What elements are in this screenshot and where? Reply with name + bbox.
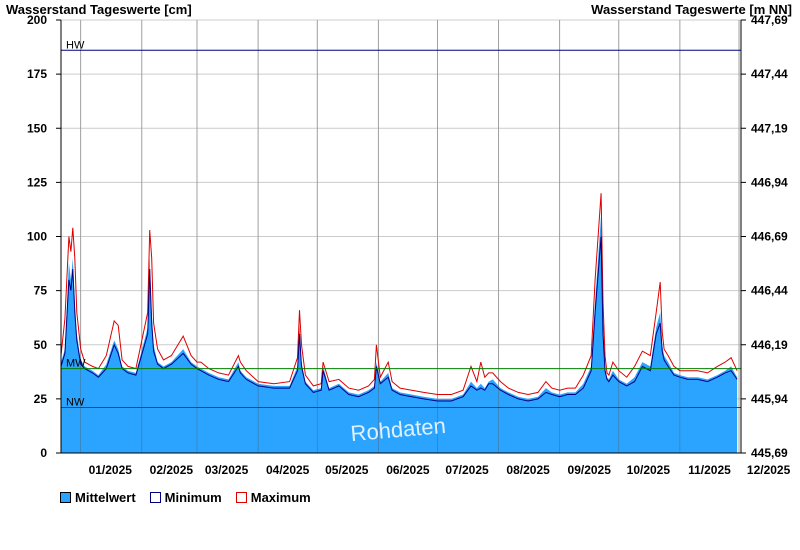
reference-label-nw: NW [66,397,85,409]
legend-item-min: Minimum [149,490,222,505]
y-tick-label-left: 25 [34,392,48,406]
y-tick-label-left: 100 [27,230,47,244]
y-tick-label-right: 446,44 [751,284,788,298]
series-mean-area [61,214,738,453]
legend-swatch-max [235,492,247,503]
x-tick-label: 07/2025 [445,463,489,477]
y-tick-label-left: 175 [27,67,47,81]
legend: Mittelwert Minimum Maximum [60,490,311,505]
series-min-line [60,236,738,402]
legend-swatch-mean [60,492,71,503]
right-axis-title: Wasserstand Tageswerte [m NN] [591,2,792,17]
x-tick-label: 12/2025 [747,463,791,477]
legend-item-mean: Mittelwert [60,490,136,505]
x-tick-label: 02/2025 [150,463,194,477]
x-tick-label: 08/2025 [506,463,550,477]
x-tick-label: 04/2025 [266,463,310,477]
y-tick-label-left: 75 [34,284,48,298]
legend-label-max: Maximum [250,490,311,505]
y-tick-label-left: 200 [27,13,47,27]
y-tick-label-right: 446,94 [751,175,788,189]
y-tick-label-left: 125 [27,175,47,189]
x-tick-label: 05/2025 [325,463,369,477]
y-tick-label-right: 447,19 [751,121,788,135]
y-tick-label-right: 446,69 [751,230,788,244]
y-tick-label-right: 446,19 [751,338,788,352]
y-tick-label-right: 447,44 [751,67,788,81]
reference-label-mw: MW [66,358,86,370]
y-tick-label-left: 150 [27,121,47,135]
y-tick-label-right: 445,69 [751,446,788,460]
x-tick-label: 03/2025 [205,463,249,477]
legend-swatch-min [149,492,161,503]
legend-label-mean: Mittelwert [75,490,136,505]
legend-label-min: Minimum [164,490,222,505]
y-tick-label-left: 50 [34,338,48,352]
x-tick-label: 10/2025 [627,463,671,477]
x-tick-label: 06/2025 [386,463,430,477]
y-tick-label-right: 445,94 [751,392,788,406]
x-tick-label: 11/2025 [688,463,731,477]
y-tick-label-left: 0 [40,446,47,460]
x-tick-label: 09/2025 [568,463,612,477]
legend-item-max: Maximum [235,490,311,505]
series-max-line [60,193,738,396]
x-tick-label: 01/2025 [89,463,133,477]
left-axis-title: Wasserstand Tageswerte [cm] [6,2,192,17]
reference-label-hw: HW [66,39,85,51]
y-tick-label-right: 447,69 [751,13,788,27]
